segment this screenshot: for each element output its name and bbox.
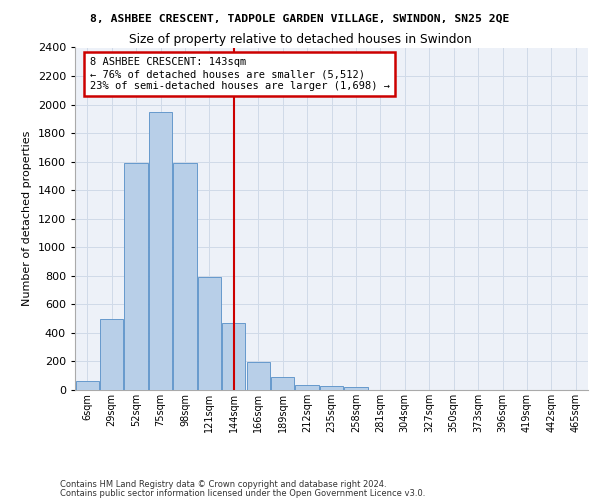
Bar — [100, 318, 123, 390]
Text: 8, ASHBEE CRESCENT, TADPOLE GARDEN VILLAGE, SWINDON, SN25 2QE: 8, ASHBEE CRESCENT, TADPOLE GARDEN VILLA… — [91, 14, 509, 24]
Bar — [344, 387, 368, 390]
Bar — [149, 112, 172, 390]
Bar — [247, 362, 270, 390]
Text: Contains public sector information licensed under the Open Government Licence v3: Contains public sector information licen… — [60, 489, 425, 498]
Y-axis label: Number of detached properties: Number of detached properties — [22, 131, 32, 306]
Bar — [76, 382, 99, 390]
Bar — [222, 323, 245, 390]
Bar — [173, 163, 197, 390]
Bar — [320, 386, 343, 390]
Text: Contains HM Land Registry data © Crown copyright and database right 2024.: Contains HM Land Registry data © Crown c… — [60, 480, 386, 489]
Bar — [124, 163, 148, 390]
Text: Size of property relative to detached houses in Swindon: Size of property relative to detached ho… — [128, 32, 472, 46]
Text: 8 ASHBEE CRESCENT: 143sqm
← 76% of detached houses are smaller (5,512)
23% of se: 8 ASHBEE CRESCENT: 143sqm ← 76% of detac… — [89, 58, 389, 90]
Bar — [295, 385, 319, 390]
Bar — [271, 377, 294, 390]
Bar — [198, 278, 221, 390]
